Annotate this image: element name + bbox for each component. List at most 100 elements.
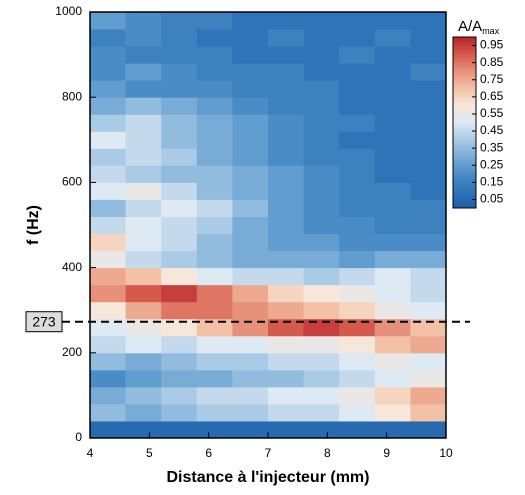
heatmap-cell [268,284,305,303]
heatmap-cell [410,216,447,235]
heatmap-cell [90,369,127,388]
y-tick-label: 1000 [55,4,82,18]
heatmap-cell [303,369,340,388]
heatmap-cell [161,148,198,166]
reference-label-box [25,311,63,333]
heatmap-cell [196,284,233,303]
heatmap-cell [410,12,447,30]
x-tick-label: 8 [324,446,331,460]
heatmap-cell [90,335,127,354]
heatmap-cell [303,250,340,269]
y-tick-label: 600 [62,175,82,189]
heatmap-cell [161,403,198,422]
heatmap-cell [232,352,269,371]
heatmap-cell [374,250,411,269]
heatmap-cell [339,352,376,371]
heatmap-cell [268,46,305,64]
heatmap-cell [196,335,233,354]
heatmap-cell [232,318,269,337]
heatmap-cell [161,63,198,81]
heatmap-cell [161,352,198,371]
colorbar-tick-label: 0.45 [480,123,504,137]
heatmap-cell [196,386,233,405]
heatmap-cell [339,114,376,132]
y-tick-label: 400 [62,260,82,274]
x-tick-label: 10 [439,446,453,460]
heatmap-cell [268,420,305,439]
heatmap-cell [196,63,233,81]
heatmap-cell [339,182,376,200]
heatmap-cell [339,46,376,64]
heatmap-cell [268,386,305,405]
heatmap-cell [161,386,198,405]
heatmap-cell [303,114,340,132]
heatmap-cell [303,148,340,166]
heatmap-cell [410,420,447,439]
heatmap-cell [125,29,162,47]
heatmap-cell [374,199,411,217]
heatmap-cell [161,301,198,320]
heatmap-cell [125,46,162,64]
heatmap-cell [196,80,233,98]
y-tick-label: 0 [75,430,82,444]
heatmap-cell [232,335,269,354]
heatmap-cell [410,335,447,354]
y-tick-label: 200 [62,345,82,359]
heatmap-cell [161,216,198,235]
heatmap-cell [161,233,198,252]
heatmap-cell [374,12,411,30]
heatmap-cell [125,80,162,98]
heatmap-cell [268,80,305,98]
heatmap-cell [268,63,305,81]
heatmap-cell [410,369,447,388]
heatmap-cell [161,335,198,354]
heatmap-cell [410,97,447,115]
heatmap-cell [339,216,376,235]
heatmap-cell [232,148,269,166]
heatmap-cell [268,335,305,354]
heatmap-cell [196,420,233,439]
heatmap-cell [268,369,305,388]
heatmap-cell [303,80,340,98]
heatmap-cell [125,97,162,115]
heatmap-cell [410,352,447,371]
heatmap-cell [90,216,127,235]
heatmap-cell [232,12,269,30]
heatmap-cell [339,29,376,47]
heatmap-cell [303,216,340,235]
heatmap-cell [339,80,376,98]
heatmap-cell [374,420,411,439]
heatmap-cell [339,148,376,166]
heatmap-cell [196,199,233,217]
heatmap-cell [410,182,447,200]
heatmap-cell [339,131,376,149]
heatmap-cell [125,403,162,422]
heatmap-cell [303,335,340,354]
heatmap-cell [339,369,376,388]
heatmap-cell [410,63,447,81]
heatmap-cell [232,165,269,183]
heatmap-cell [90,63,127,81]
heatmap-cell [339,165,376,183]
heatmap-cell [196,216,233,235]
heatmap-cell [90,284,127,303]
x-tick-label: 5 [146,446,153,460]
colorbar-tick-label: 0.55 [480,106,504,120]
heatmap-cell [303,352,340,371]
heatmap-cell [303,318,340,337]
heatmap-cell [90,267,127,286]
heatmap-cell [303,386,340,405]
heatmap-cell [339,301,376,320]
heatmap-cell [410,301,447,320]
heatmap-cell [303,284,340,303]
heatmap-cell [374,216,411,235]
heatmap-cell [374,46,411,64]
heatmap-cell [90,97,127,115]
heatmap-cell [339,250,376,269]
heatmap-cell [90,403,127,422]
heatmap-cell [268,301,305,320]
heatmap-cell [339,386,376,405]
x-tick-label: 7 [265,446,272,460]
heatmap-cell [374,335,411,354]
